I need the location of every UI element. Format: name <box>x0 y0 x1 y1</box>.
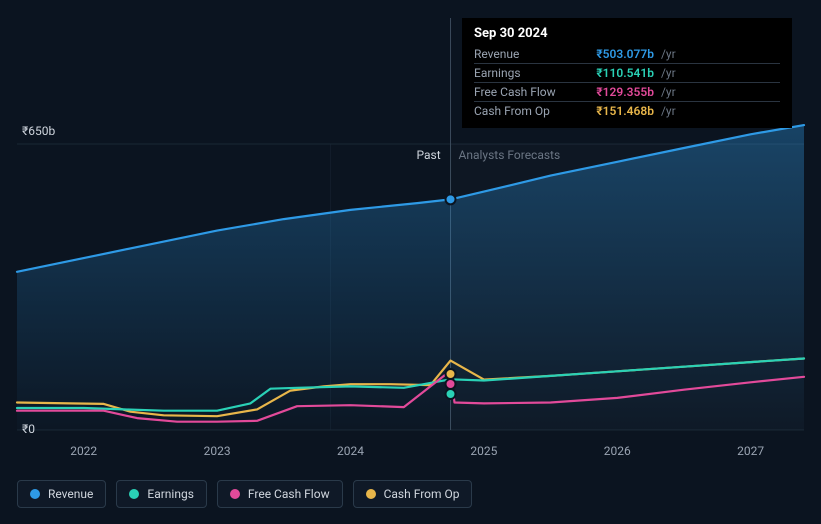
x-axis-tick: 2027 <box>737 444 764 458</box>
region-label-forecast: Analysts Forecasts <box>459 148 561 162</box>
tooltip-row-value: ₹151.468b /yr <box>596 102 780 121</box>
tooltip-row: Cash From Op₹151.468b /yr <box>474 102 780 121</box>
legend-item-cashFromOp[interactable]: Cash From Op <box>353 480 473 508</box>
tooltip-row: Earnings₹110.541b /yr <box>474 64 780 83</box>
legend-label: Cash From Op <box>384 487 460 501</box>
tooltip-row-value: ₹503.077b /yr <box>596 45 780 64</box>
tooltip-date: Sep 30 2024 <box>474 26 780 41</box>
financials-chart: Sep 30 2024 Revenue₹503.077b /yrEarnings… <box>0 0 821 524</box>
legend-item-freeCashFlow[interactable]: Free Cash Flow <box>217 480 343 508</box>
tooltip-row-value: ₹110.541b /yr <box>596 64 780 83</box>
tooltip-table: Revenue₹503.077b /yrEarnings₹110.541b /y… <box>474 45 780 120</box>
tooltip-row-label: Revenue <box>474 45 596 64</box>
chart-tooltip: Sep 30 2024 Revenue₹503.077b /yrEarnings… <box>462 18 792 128</box>
legend-label: Free Cash Flow <box>248 487 330 501</box>
region-label-past: Past <box>417 148 441 162</box>
tooltip-row-value: ₹129.355b /yr <box>596 83 780 102</box>
legend-label: Earnings <box>147 487 194 501</box>
legend-dot-icon <box>30 489 40 499</box>
x-axis-tick: 2025 <box>470 444 497 458</box>
x-axis-tick: 2026 <box>604 444 631 458</box>
y-axis-label: ₹0 <box>22 422 35 436</box>
legend-label: Revenue <box>48 487 93 501</box>
legend-item-earnings[interactable]: Earnings <box>116 480 207 508</box>
chart-legend: Revenue Earnings Free Cash Flow Cash From O… <box>17 480 472 508</box>
y-axis-label: ₹650b <box>22 124 55 138</box>
legend-dot-icon <box>129 489 139 499</box>
tooltip-row: Free Cash Flow₹129.355b /yr <box>474 83 780 102</box>
x-axis-tick: 2024 <box>337 444 364 458</box>
tooltip-row-label: Free Cash Flow <box>474 83 596 102</box>
legend-dot-icon <box>366 489 376 499</box>
tooltip-row-label: Cash From Op <box>474 102 596 121</box>
x-axis-tick: 2022 <box>70 444 97 458</box>
legend-item-revenue[interactable]: Revenue <box>17 480 106 508</box>
tooltip-row-label: Earnings <box>474 64 596 83</box>
tooltip-row: Revenue₹503.077b /yr <box>474 45 780 64</box>
x-axis-tick: 2023 <box>204 444 231 458</box>
legend-dot-icon <box>230 489 240 499</box>
